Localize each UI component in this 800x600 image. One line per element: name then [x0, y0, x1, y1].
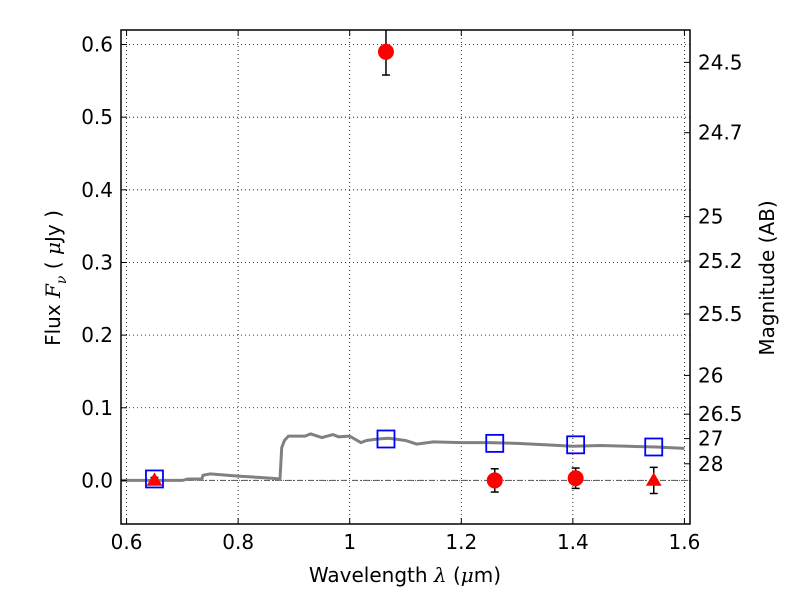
model-spectrum-layer — [121, 432, 685, 482]
observed-flux-point — [567, 470, 584, 487]
plot-frame — [120, 29, 691, 525]
mag-tick-label: 25.5 — [698, 302, 743, 326]
upper-limit-point — [645, 472, 662, 486]
y-tick-label: 0.1 — [81, 396, 113, 420]
y-axis-label: Flux Fν ( μJy ) — [41, 210, 70, 346]
y-tick-label: 0.6 — [81, 33, 113, 57]
y2-axis-label: Magnitude (AB) — [755, 200, 779, 355]
mag-tick-label: 26 — [698, 363, 723, 387]
model-band-flux-point — [145, 469, 164, 489]
mag-tick-label: 26.5 — [698, 402, 743, 426]
x-tick-label: 1.4 — [557, 530, 589, 554]
x-tick-label: 0.6 — [111, 530, 143, 554]
upper-limit-point — [146, 472, 163, 486]
mag-tick-label: 28 — [698, 452, 723, 476]
observed-flux-point — [486, 472, 503, 489]
mag-tick-label: 24.7 — [698, 121, 743, 145]
y-tick-label: 0.5 — [81, 105, 113, 129]
axis-ticks: 0.6 0.8 1 1.2 1.4 1.6 0.0 0.1 0.2 0.3 0.4 0.5 0.6 24.… — [81, 30, 743, 554]
observed-flux-point — [377, 43, 394, 60]
grid — [121, 30, 690, 524]
x-tick-label: 0.8 — [222, 530, 254, 554]
x-axis-label: Wavelength λ (μm) — [309, 563, 501, 587]
y-tick-label: 0.2 — [81, 323, 113, 347]
model-band-flux-point — [485, 433, 505, 453]
mag-tick-label: 25 — [698, 205, 723, 229]
x-tick-label: 1.6 — [669, 530, 701, 554]
y-tick-label: 0.0 — [81, 468, 113, 492]
x-tick-label: 1.2 — [445, 530, 477, 554]
mag-tick-label: 27 — [698, 427, 723, 451]
model-band-flux-point — [566, 435, 586, 455]
x-tick-label: 1 — [343, 530, 356, 554]
model-band-flux-point — [376, 429, 396, 449]
data-points-layer — [145, 30, 664, 495]
model-spectrum-line — [121, 432, 685, 482]
model-band-flux-point — [644, 437, 664, 457]
y-tick-label: 0.4 — [81, 178, 113, 202]
mag-tick-label: 24.5 — [698, 50, 743, 74]
mag-tick-label: 25.2 — [698, 249, 743, 273]
y-tick-label: 0.3 — [81, 250, 113, 274]
